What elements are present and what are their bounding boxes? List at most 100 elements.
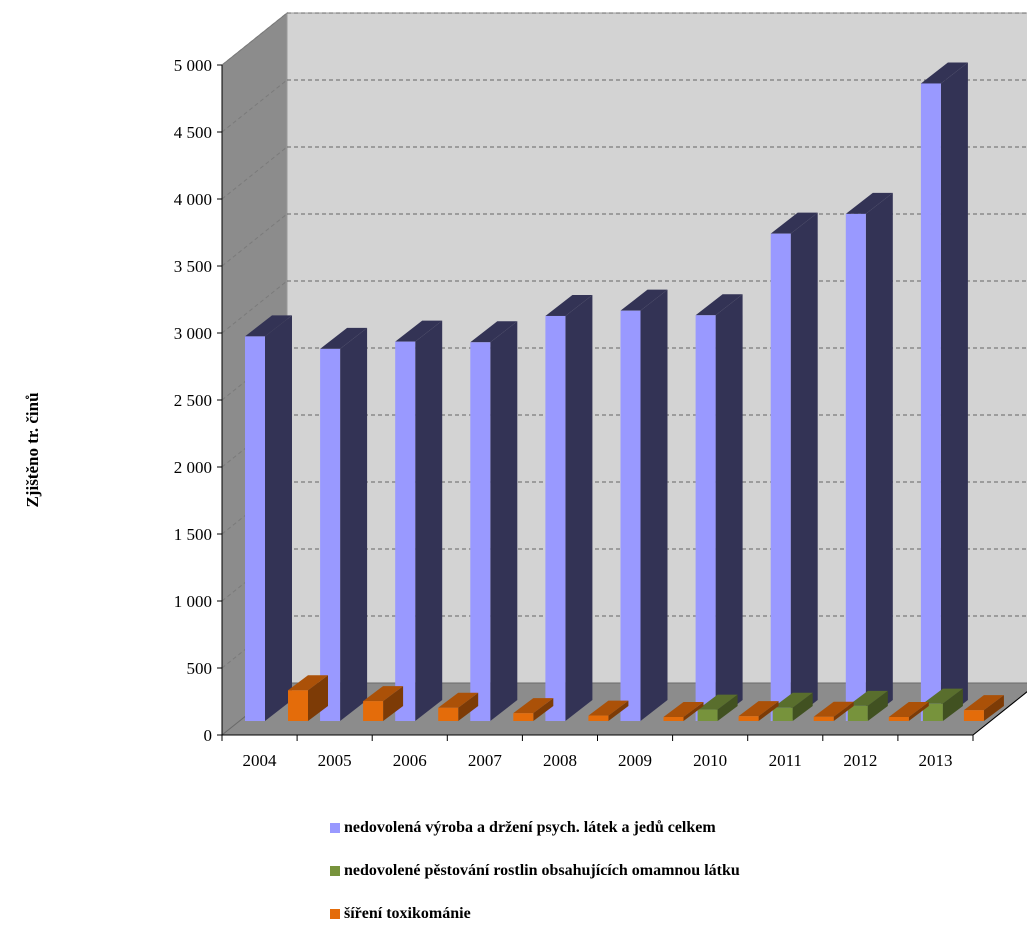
bar-series-2 [772, 692, 813, 721]
bar-side [908, 702, 929, 721]
bar-top [588, 700, 629, 716]
bar-front [588, 715, 609, 721]
x-tick-label: 2009 [618, 751, 652, 770]
legend-swatch [330, 823, 340, 833]
bar-series-1 [920, 62, 968, 722]
bar-top [920, 62, 968, 84]
bar-series-1 [245, 315, 292, 721]
bar-series-2 [847, 690, 888, 721]
bar-side [640, 289, 668, 721]
legend-swatch [330, 909, 340, 919]
legend: nedovolená výroba a držení psych. látek … [330, 818, 740, 947]
bar-top [922, 688, 963, 704]
legend-swatch [330, 866, 340, 876]
legend-label: nedovolená výroba a držení psych. látek … [344, 819, 716, 836]
legend-label: šíření toxikománie [344, 905, 471, 922]
bar-series-1 [395, 320, 443, 721]
bar-side [533, 698, 554, 721]
bar-top [695, 294, 743, 316]
bar-series-3 [663, 702, 704, 721]
y-tick-label: 5 000 [174, 56, 212, 75]
bar-series-3 [738, 701, 779, 721]
bar-series-3 [363, 686, 404, 721]
legend-label: nedovolené pěstování rostlin obsahujícíc… [344, 862, 740, 879]
y-tick-label: 4 000 [174, 190, 212, 209]
bar-series-3 [513, 698, 554, 721]
bar-side [683, 702, 704, 721]
y-tick-label: 3 000 [174, 324, 212, 343]
bar-front [697, 709, 718, 721]
bar-front [288, 690, 308, 721]
bar-side [308, 675, 328, 721]
bar-side [940, 62, 968, 722]
bar-top [738, 701, 779, 717]
bar-front [813, 716, 834, 721]
bar-series-1 [770, 212, 818, 721]
gridlines [221, 12, 1027, 669]
bar-series-1 [545, 294, 593, 721]
bar-front [738, 716, 759, 721]
bar-side [792, 692, 813, 721]
bar-series-3 [963, 695, 1004, 721]
bar-front [695, 315, 716, 721]
bar-front [438, 707, 459, 721]
bar-front [845, 213, 866, 721]
bar-top [888, 702, 929, 717]
bar-front [245, 336, 265, 721]
legend-item: nedovolené pěstování rostlin obsahujícíc… [330, 861, 740, 881]
y-tick-label: 2 000 [174, 458, 212, 477]
bar-series-3 [888, 702, 929, 721]
bar-top [320, 327, 368, 349]
bar-series-1 [845, 192, 893, 721]
bar-front [922, 703, 943, 721]
bar-front [772, 707, 793, 721]
bar-top [663, 702, 704, 717]
bar-front [663, 717, 684, 721]
bar-side [608, 700, 629, 721]
bar-side [867, 690, 888, 721]
bar-side [265, 315, 292, 721]
y-tick-label: 1 000 [174, 592, 212, 611]
bar-side [865, 192, 893, 721]
bar-front [513, 713, 534, 721]
bar-front [363, 701, 384, 721]
bar-series-3 [588, 700, 629, 721]
y-tick-label: 500 [187, 659, 213, 678]
y-tick-label: 3 500 [174, 257, 212, 276]
bar-series-3 [288, 675, 328, 721]
bar-top [545, 294, 593, 316]
bar-front [470, 342, 491, 721]
bar-side [383, 686, 404, 721]
x-tick-label: 2010 [693, 751, 727, 770]
bar-top [395, 320, 443, 342]
bar-series-2 [922, 688, 963, 721]
bar-top [847, 690, 888, 706]
bar-front [320, 348, 341, 721]
x-tick-label: 2005 [318, 751, 352, 770]
floor-edge [972, 691, 1027, 736]
x-tick-label: 2013 [918, 751, 952, 770]
bar-top [770, 212, 818, 234]
bar-front [963, 710, 984, 721]
bar-top [513, 698, 554, 714]
x-tick-label: 2012 [843, 751, 877, 770]
bar-side [458, 692, 479, 721]
x-tick-label: 2008 [543, 751, 577, 770]
bar-side [565, 294, 593, 721]
y-tick-label: 0 [204, 726, 213, 745]
bar-top [697, 694, 738, 710]
x-tick-label: 2004 [243, 751, 278, 770]
bar-front [545, 315, 566, 721]
bar-top [813, 701, 854, 717]
x-tick-label: 2006 [393, 751, 427, 770]
legend-item: nedovolená výroba a držení psych. látek … [330, 818, 740, 838]
axes [217, 64, 1027, 741]
bar-side [415, 320, 443, 721]
bar-top [363, 686, 404, 702]
bar-series-1 [320, 327, 368, 721]
bar-front [395, 341, 416, 721]
bar-series-3 [813, 701, 854, 721]
bar-top [438, 692, 479, 708]
bar-front [920, 83, 941, 722]
